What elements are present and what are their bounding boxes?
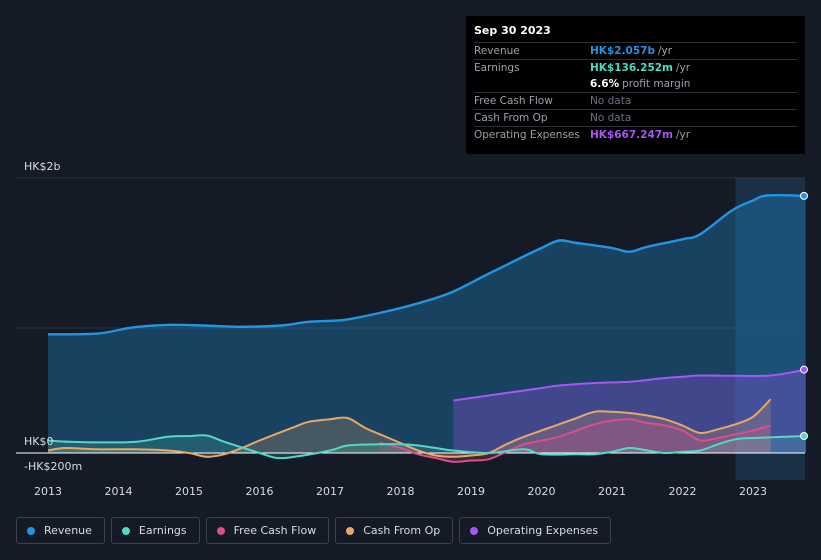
legend-label: Free Cash Flow	[233, 524, 317, 537]
tooltip-label: Earnings	[474, 62, 520, 74]
operating-expenses-area	[453, 369, 806, 453]
x-tick-label: 2017	[316, 485, 344, 498]
y-label-zero: HK$0	[24, 435, 53, 448]
x-tick-label: 2014	[105, 485, 133, 498]
tooltip-label: Free Cash Flow	[474, 95, 553, 107]
legend-label: Earnings	[138, 524, 187, 537]
legend-item-revenue[interactable]: Revenue	[16, 517, 105, 544]
tooltip-unit: profit margin	[622, 78, 691, 90]
tooltip-label	[474, 76, 590, 92]
tooltip-label: Cash From Op	[474, 112, 548, 124]
cash-from-op-line	[47, 398, 772, 458]
tooltip-unit: /yr	[676, 62, 691, 74]
y-label-bottom: -HK$200m	[24, 460, 82, 473]
tooltip-row-cfo: Cash From Op No data	[474, 109, 797, 126]
x-tick-label: 2019	[457, 485, 485, 498]
tooltip-row-revenue: Revenue HK$2.057b /yr	[474, 42, 797, 59]
operating-expenses-line	[453, 368, 807, 402]
free-cash-flow-line	[379, 418, 771, 463]
legend-item-cash-from-op[interactable]: Cash From Op	[335, 517, 454, 544]
x-tick-label: 2020	[528, 485, 556, 498]
tooltip-unit: /yr	[676, 129, 691, 141]
legend-dot-icon	[346, 526, 355, 535]
legend-label: Revenue	[44, 524, 92, 537]
tooltip-date: Sep 30 2023	[474, 24, 551, 37]
x-tick-label: 2022	[669, 485, 697, 498]
earnings-end-dot	[800, 431, 808, 440]
legend-dot-icon	[216, 526, 225, 535]
tooltip-label: Operating Expenses	[474, 129, 580, 141]
x-tick-label: 2018	[387, 485, 415, 498]
tooltip-row-opex: Operating Expenses HK$667.247m /yr	[474, 126, 797, 143]
legend-item-free-cash-flow[interactable]: Free Cash Flow	[205, 517, 330, 544]
tooltip-label: Revenue	[474, 45, 520, 57]
forecast-region	[735, 178, 805, 480]
tooltip-row-earnings: Earnings HK$136.252m /yr	[474, 59, 797, 76]
tooltip-value: HK$136.252m	[590, 62, 673, 74]
earnings-line	[47, 434, 806, 460]
legend-dot-icon	[470, 526, 479, 535]
legend-dot-icon	[121, 526, 130, 535]
x-tick-label: 2016	[246, 485, 274, 498]
tooltip-row-fcf: Free Cash Flow No data	[474, 92, 797, 109]
y-label-top: HK$2b	[24, 160, 60, 173]
tooltip-value: 6.6%	[590, 78, 620, 90]
revenue-end-dot	[800, 191, 808, 200]
tooltip-value: No data	[590, 112, 632, 124]
legend-label: Cash From Op	[363, 524, 441, 537]
revenue-line	[47, 194, 806, 336]
legend-dot-icon	[27, 526, 35, 535]
legend-item-earnings[interactable]: Earnings	[110, 517, 200, 544]
operating-expenses-end-dot	[800, 365, 808, 374]
tooltip-unit: /yr	[657, 45, 673, 57]
tooltip-panel: Sep 30 2023 Revenue HK$2.057b /yr Earnin…	[466, 16, 805, 154]
legend-item-operating-expenses[interactable]: Operating Expenses	[459, 517, 612, 544]
free-cash-flow-area	[379, 419, 771, 462]
x-tick-label: 2015	[175, 485, 203, 498]
tooltip-value: HK$667.247m	[590, 129, 673, 141]
x-tick-label: 2021	[598, 485, 626, 498]
tooltip-row-margin: 6.6% profit margin	[474, 76, 797, 92]
tooltip-value: No data	[590, 95, 632, 107]
x-tick-label: 2013	[34, 485, 62, 498]
x-tick-label: 2023	[739, 485, 767, 498]
legend-label: Operating Expenses	[487, 524, 599, 537]
legend: Revenue Earnings Free Cash Flow Cash Fro…	[16, 517, 612, 544]
revenue-area	[48, 195, 806, 453]
tooltip-value: HK$2.057b	[590, 45, 655, 57]
